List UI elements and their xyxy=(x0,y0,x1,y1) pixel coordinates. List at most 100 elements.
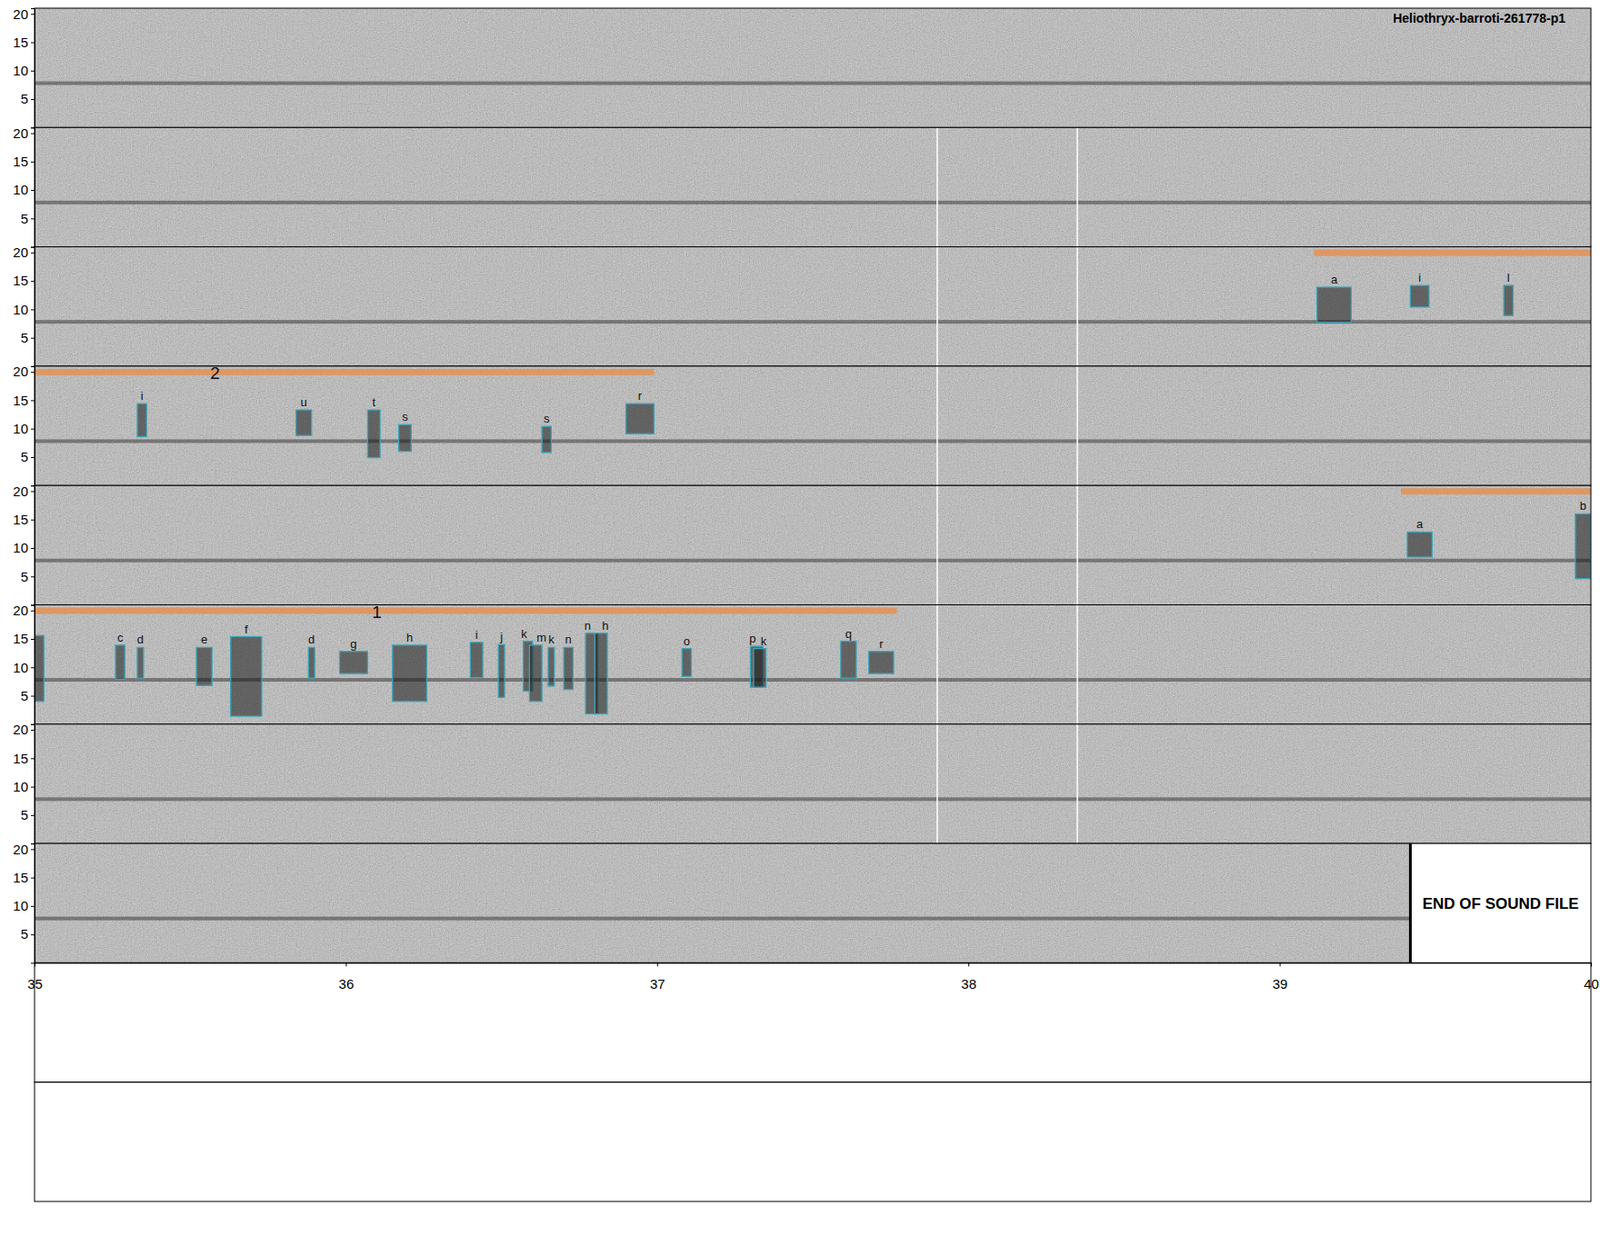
annotation-label: i xyxy=(140,389,144,403)
y-tick: 15 xyxy=(12,153,35,170)
x-tick-label: 38 xyxy=(960,976,977,992)
y-tick: 15 xyxy=(12,511,35,528)
annotation-box xyxy=(1503,285,1513,316)
end-line xyxy=(1409,843,1412,963)
annotation-label: c xyxy=(117,630,124,645)
y-axis: 5101520 xyxy=(12,602,35,725)
annotation-label: r xyxy=(879,637,884,651)
x-tick: 36 xyxy=(339,962,355,992)
x-tick: 38 xyxy=(960,962,977,992)
plot-area xyxy=(34,247,1591,367)
x-tick-label: 39 xyxy=(1272,976,1289,992)
x-axis: 353637383940 xyxy=(27,962,1600,992)
y-tick-label: 15 xyxy=(12,870,29,886)
annotation-box xyxy=(196,647,212,686)
y-axis-line xyxy=(30,844,36,964)
figure: 5101520Heliothryx-barroti-261778-p151015… xyxy=(0,0,1600,1236)
annotation-box xyxy=(563,647,573,690)
y-tick-mark xyxy=(30,280,35,282)
divider xyxy=(936,366,939,486)
y-tick: 10 xyxy=(12,660,35,676)
y-axis-line xyxy=(30,247,36,367)
y-tick-label: 15 xyxy=(12,34,29,50)
y-tick-label: 10 xyxy=(12,301,29,318)
y-tick: 5 xyxy=(20,449,35,465)
y-tick-mark xyxy=(30,610,35,612)
annotation-label: f xyxy=(244,622,249,637)
y-tick: 10 xyxy=(12,779,35,795)
y-tick-mark xyxy=(30,70,35,72)
y-tick-mark xyxy=(30,696,35,698)
y-tick-label: 15 xyxy=(12,750,29,767)
spectrogram-background xyxy=(34,127,1591,247)
y-axis: 5101520 xyxy=(12,721,35,844)
x-tick-mark xyxy=(657,962,659,967)
annotation-label: n xyxy=(565,632,572,647)
annotation-label: m xyxy=(536,630,547,645)
y-tick: 20 xyxy=(12,841,35,858)
y-tick-label: 10 xyxy=(12,181,29,198)
hum-band xyxy=(34,678,1591,682)
annotation-label: n xyxy=(584,619,591,633)
hum-band xyxy=(34,797,1591,801)
y-tick-mark xyxy=(30,639,35,640)
annotation-label: b xyxy=(1580,499,1587,513)
divider xyxy=(1076,247,1079,367)
annotation-box xyxy=(1575,513,1591,579)
spectrogram-row: 5101520Heliothryx-barroti-261778-p1 xyxy=(12,6,1591,129)
plot-area xyxy=(34,127,1591,247)
divider xyxy=(1076,366,1079,486)
annotation-box xyxy=(392,645,428,702)
y-axis: 5 10 15 20 xyxy=(12,6,35,129)
hum-band xyxy=(34,81,1591,86)
y-axis: 5101520 xyxy=(12,363,35,486)
y-axis: 5101520 xyxy=(12,125,35,248)
y-tick: 15 xyxy=(12,392,35,409)
annotation-box xyxy=(34,635,44,702)
y-tick-mark xyxy=(30,99,35,100)
y-axis: 5101520 xyxy=(12,841,35,964)
y-tick-mark xyxy=(30,161,35,163)
annotation-box xyxy=(1410,285,1430,308)
annotation-label: a xyxy=(1330,272,1339,287)
y-tick: 10 xyxy=(12,62,35,79)
annotation-box xyxy=(529,645,542,702)
annotation-box xyxy=(1407,531,1432,558)
y-tick: 10 xyxy=(12,540,35,556)
y-axis-line xyxy=(30,486,36,606)
annotation-box xyxy=(626,403,655,434)
annotation-label: s xyxy=(543,411,550,426)
x-tick-mark xyxy=(968,962,970,967)
y-tick-label: 20 xyxy=(12,841,29,858)
annotation-label: q xyxy=(845,627,852,641)
annotation-label: k xyxy=(760,634,768,649)
y-tick: 20 xyxy=(12,602,35,619)
y-tick-label: 5 xyxy=(20,90,29,107)
row-frame xyxy=(34,8,1591,128)
annotation-label: k xyxy=(548,632,555,647)
y-tick: 5 xyxy=(20,569,35,585)
divider xyxy=(936,247,939,367)
y-tick: 15 xyxy=(12,630,35,647)
y-tick-label: 20 xyxy=(12,721,29,738)
y-tick-mark xyxy=(30,878,35,880)
annotation-box xyxy=(340,651,369,674)
y-tick-mark xyxy=(30,490,35,492)
y-tick-mark xyxy=(30,190,35,191)
y-tick-label: 15 xyxy=(12,511,29,528)
y-tick-mark xyxy=(30,520,35,521)
y-tick: 20 xyxy=(12,6,35,22)
annotation-box xyxy=(399,424,412,451)
end-label: END OF SOUND FILE xyxy=(1422,895,1580,913)
spectrogram-background xyxy=(34,366,1591,486)
annotation-box xyxy=(753,649,767,689)
y-axis: 5101520 xyxy=(12,244,35,367)
spectrogram-row: ab5101520 xyxy=(12,483,1591,606)
x-tick-mark xyxy=(1280,962,1281,967)
annotation-label: d xyxy=(137,632,144,647)
x-tick-label: 37 xyxy=(650,976,666,992)
annotation-box xyxy=(296,410,312,436)
y-tick: 10 xyxy=(12,420,35,437)
end-region xyxy=(1410,843,1591,963)
spectrogram-background xyxy=(34,247,1591,367)
